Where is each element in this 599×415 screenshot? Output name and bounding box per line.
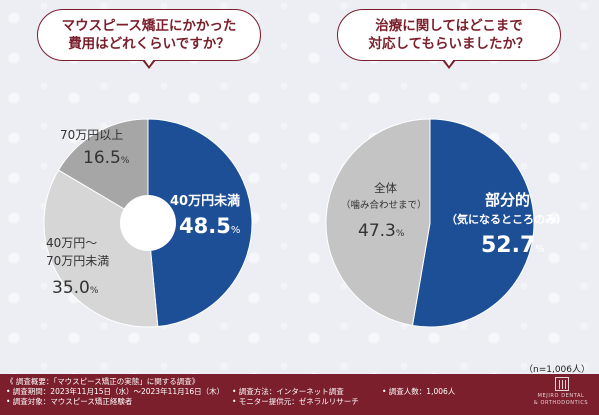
pie1-value-16-5: 16.5%	[83, 148, 130, 168]
bubble-tail-inner	[444, 59, 454, 66]
pie1-value-48-5-number: 48.5	[179, 214, 231, 238]
pie1-slice-70man-over	[57, 118, 149, 224]
question-left-text: マウスピース矯正にかかった 費用はどれくらいですか？	[61, 17, 237, 52]
pie2-value-47-3: 47.3%	[358, 221, 405, 241]
percent-sign: %	[121, 156, 130, 166]
footer-monitor: • モニター提供元：ゼネラルリサーチ	[232, 397, 359, 406]
pie2-slice-whole	[325, 118, 431, 327]
footer-count: • 調査人数：1,006人	[382, 387, 456, 396]
footer-overview: 《 調査概要：「マウスピース矯正の実態」に関する調査》	[6, 377, 200, 386]
clinic-logo-text: MEJIRO DENTAL & ORTHODONTICS	[528, 393, 594, 407]
pie2-value-52-7-number: 52.7	[481, 233, 535, 258]
percent-sign: %	[231, 225, 241, 236]
logo-line-1: MEJIRO DENTAL	[537, 393, 585, 399]
sample-size-note: （n=1,006人）	[523, 365, 590, 375]
footer-target: • 調査対象：マウスピース矯正経験者	[6, 397, 133, 406]
logo-line-2: & ORTHODONTICS	[533, 400, 589, 406]
pie1-slice-40man-under	[147, 118, 253, 328]
pie2-value-47-3-number: 47.3	[358, 221, 396, 241]
percent-sign: %	[396, 229, 405, 239]
cost-pie-chart	[43, 118, 253, 328]
pie1-value-35-0: 35.0%	[52, 278, 99, 298]
pie1-label-40-70-line2: 70万円未満	[46, 254, 109, 268]
pie1-value-48-5: 48.5%	[179, 214, 240, 238]
percent-sign: %	[535, 244, 545, 255]
pie2-label-whole: 全体	[374, 181, 397, 195]
pie2-value-52-7: 52.7%	[481, 233, 545, 258]
pie1-slice-40-70man	[43, 169, 159, 328]
clinic-logo-icon	[555, 377, 569, 391]
pie1-value-35-0-number: 35.0	[52, 278, 90, 298]
pie2-label-partial-sub: （気になるところのみ）	[446, 212, 567, 226]
survey-footer: 《 調査概要：「マウスピース矯正の実態」に関する調査》 • 調査期間：2023年…	[0, 374, 599, 415]
pie1-value-16-5-number: 16.5	[83, 148, 121, 168]
bubble-tail-inner	[144, 59, 154, 66]
question-right-text: 治療に関してはどこまで 対応してもらいましたか？	[368, 17, 530, 52]
percent-sign: %	[90, 286, 99, 296]
scope-pie-chart	[325, 118, 535, 328]
pie2-label-whole-sub: （噛み合わせまで）	[341, 199, 427, 211]
donut-hole	[120, 195, 176, 251]
pie1-label-70man-over: 70万円以上	[60, 128, 123, 142]
charts-canvas: 70万円以上 16.5% 40万円〜 70万円未満 35.0% 40万円未満 4…	[43, 118, 567, 328]
question-bubble-left: マウスピース矯正にかかった 費用はどれくらいですか？	[37, 9, 261, 69]
pie2-label-partial: 部分的	[485, 191, 530, 209]
pie1-label-40man-under: 40万円未満	[170, 193, 240, 209]
footer-method: • 調査方法：インターネット調査	[232, 387, 344, 396]
pie1-label-40-70-line1: 40万円〜	[46, 236, 97, 250]
question-bubble-right: 治療に関してはどこまで 対応してもらいましたか？	[337, 9, 561, 69]
footer-period: • 調査期間：2023年11月15日（水）〜2023年11月16日（木）	[6, 387, 225, 396]
pie2-slice-partial	[411, 118, 535, 328]
